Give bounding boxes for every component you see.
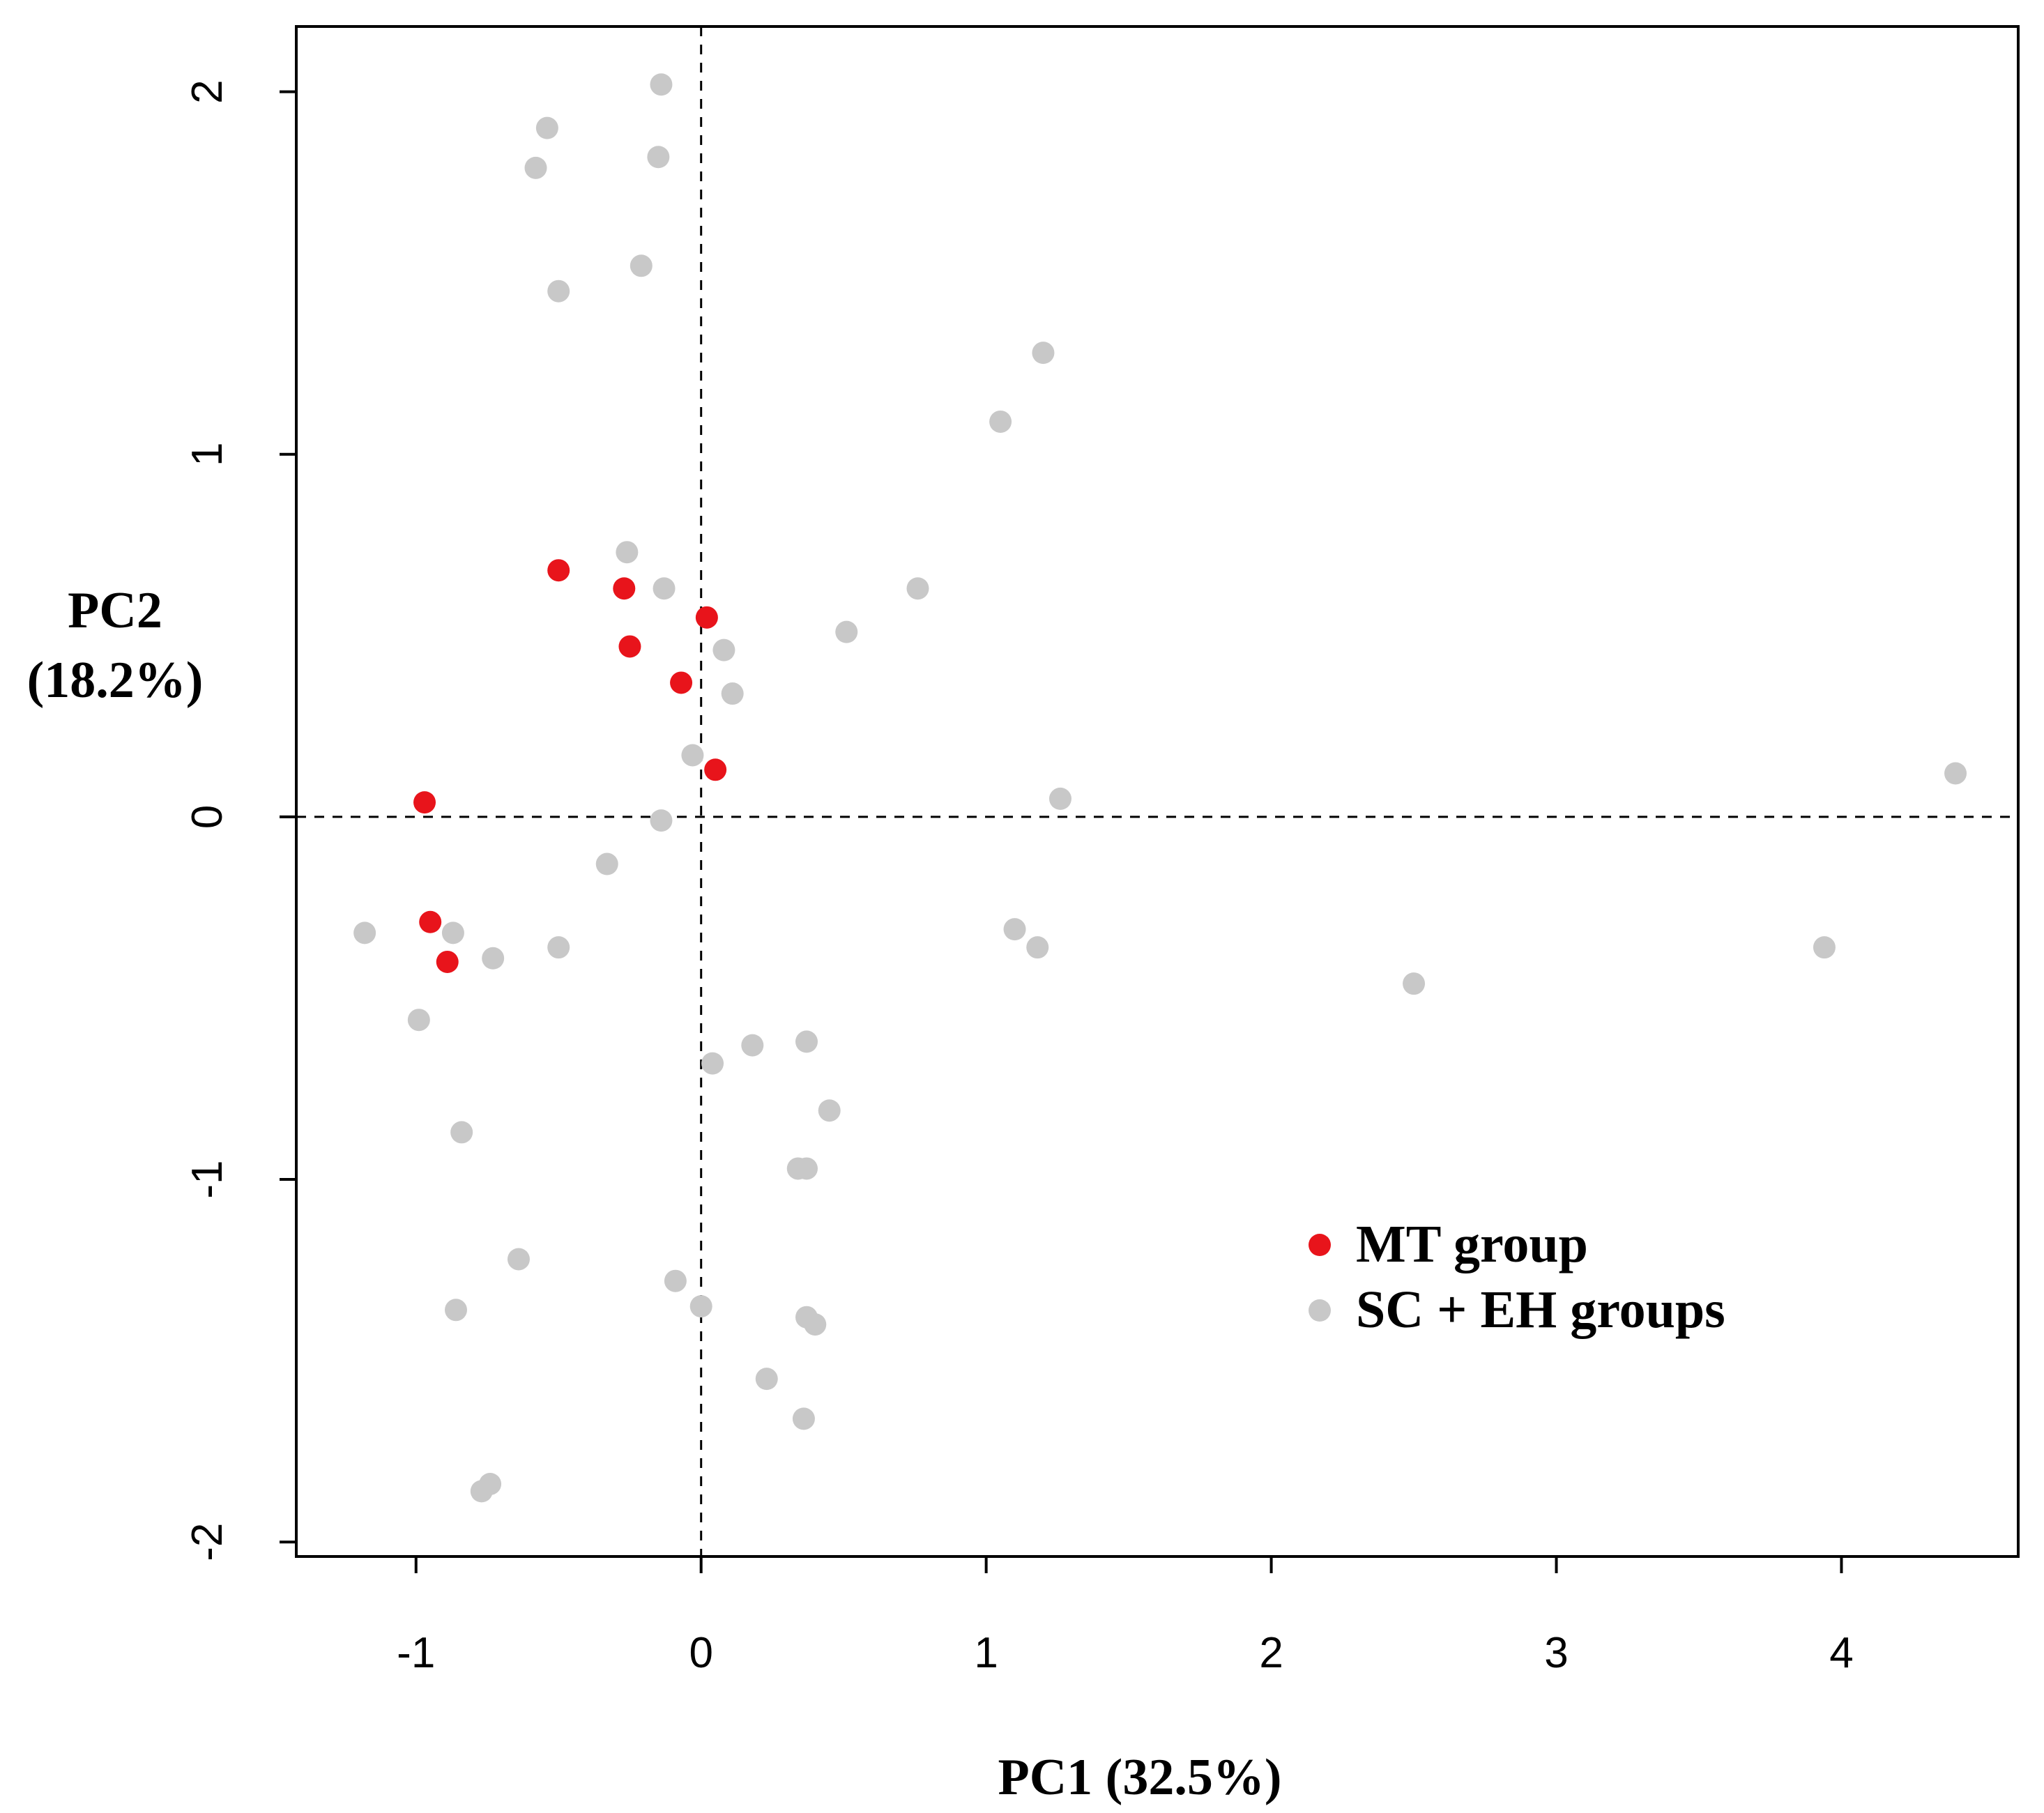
data-point-sc-eh-groups	[647, 146, 670, 169]
data-point-mt-group	[670, 671, 693, 694]
data-point-sc-eh-groups	[681, 744, 704, 767]
data-point-sc-eh-groups	[470, 1480, 493, 1503]
data-point-sc-eh-groups	[804, 1313, 827, 1336]
y-tick-label: 1	[183, 443, 231, 466]
x-tick-label: 2	[1259, 1629, 1283, 1677]
data-point-sc-eh-groups	[989, 410, 1012, 433]
data-point-sc-eh-groups	[353, 921, 376, 944]
x-tick-label: 1	[974, 1629, 998, 1677]
y-axis-title-line2: (18.2%)	[27, 652, 204, 709]
legend-label-mt-group: MT group	[1356, 1215, 1588, 1273]
x-tick-label: -1	[397, 1629, 435, 1677]
data-point-sc-eh-groups	[450, 1121, 473, 1144]
data-point-mt-group	[618, 635, 641, 658]
data-point-sc-eh-groups	[650, 809, 673, 832]
data-point-sc-eh-groups	[1026, 936, 1049, 959]
y-tick-label: 0	[183, 805, 231, 829]
data-point-sc-eh-groups	[1944, 762, 1967, 785]
legend-label-sc-eh-groups: SC + EH groups	[1356, 1280, 1725, 1339]
data-point-sc-eh-groups	[664, 1269, 687, 1292]
y-axis: -2 -1 0 1 2	[183, 79, 298, 1561]
data-point-mt-group	[436, 950, 459, 973]
data-point-sc-eh-groups	[755, 1368, 778, 1391]
y-axis-title-line1: PC2	[68, 582, 162, 639]
data-point-sc-eh-groups	[1003, 918, 1026, 941]
x-tick-label: 0	[689, 1629, 712, 1677]
data-point-mt-group	[704, 758, 727, 781]
data-point-sc-eh-groups	[445, 1299, 468, 1322]
data-point-sc-eh-groups	[524, 156, 547, 179]
x-tick-label: 4	[1829, 1629, 1853, 1677]
data-point-sc-eh-groups	[721, 682, 744, 705]
y-tick-label: -2	[183, 1523, 231, 1561]
data-point-sc-eh-groups	[1403, 972, 1426, 995]
x-tick-label: 3	[1544, 1629, 1568, 1677]
data-point-sc-eh-groups	[795, 1157, 818, 1180]
data-point-sc-eh-groups	[547, 280, 570, 303]
x-axis-title: PC1 (32.5%)	[998, 1749, 1282, 1806]
data-point-mt-group	[413, 791, 436, 814]
data-point-sc-eh-groups	[650, 73, 673, 96]
data-point-sc-eh-groups	[407, 1009, 430, 1032]
y-tick-label: 2	[183, 79, 231, 103]
data-point-sc-eh-groups	[835, 620, 858, 643]
data-point-sc-eh-groups	[1048, 787, 1071, 810]
data-point-sc-eh-groups	[741, 1034, 764, 1057]
data-point-mt-group	[695, 606, 718, 629]
data-point-mt-group	[613, 577, 636, 600]
x-axis: -1 0 1 2 3 4	[397, 1555, 1854, 1677]
data-point-sc-eh-groups	[795, 1030, 818, 1053]
data-point-mt-group	[419, 910, 442, 933]
data-point-sc-eh-groups	[792, 1407, 815, 1430]
data-point-sc-eh-groups	[630, 254, 653, 277]
data-point-sc-eh-groups	[547, 936, 570, 959]
y-tick-label: -1	[183, 1160, 231, 1198]
data-point-sc-eh-groups	[653, 577, 676, 600]
data-point-mt-group	[547, 559, 570, 582]
data-point-sc-eh-groups	[616, 541, 639, 564]
data-point-sc-eh-groups	[712, 638, 735, 661]
data-point-sc-eh-groups	[1032, 342, 1055, 365]
data-point-sc-eh-groups	[441, 921, 464, 944]
data-point-sc-eh-groups	[1813, 936, 1836, 959]
legend: MT group SC + EH groups	[1309, 1215, 1725, 1339]
legend-marker-sc-eh-groups	[1309, 1299, 1331, 1322]
data-point-sc-eh-groups	[535, 116, 558, 139]
data-point-sc-eh-groups	[482, 947, 505, 970]
data-point-sc-eh-groups	[818, 1099, 841, 1122]
data-point-sc-eh-groups	[507, 1248, 530, 1271]
data-point-sc-eh-groups	[701, 1052, 724, 1075]
legend-marker-mt-group	[1309, 1234, 1331, 1256]
data-point-sc-eh-groups	[689, 1295, 712, 1318]
data-point-sc-eh-groups	[595, 852, 618, 875]
data-points	[353, 73, 1967, 1503]
data-point-sc-eh-groups	[906, 577, 929, 600]
